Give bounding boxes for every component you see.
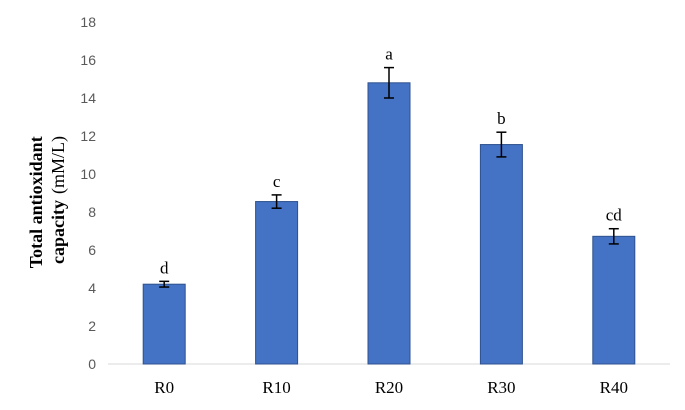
- error-bars: [159, 66, 619, 288]
- error-bar: [159, 280, 170, 288]
- data-label: c: [273, 172, 281, 191]
- y-axis-title: Total antioxidant capacity (mM/L): [26, 132, 69, 268]
- bar: [142, 283, 186, 365]
- y-tick-label: 16: [80, 52, 96, 68]
- x-tick-label: R40: [600, 378, 628, 397]
- x-tick-label: R30: [487, 378, 515, 397]
- x-axis-ticks: R0 R10 R20 R30 R40: [154, 378, 628, 397]
- y-tick-label: 6: [88, 242, 96, 258]
- error-bar: [496, 131, 507, 158]
- error-bar: [271, 194, 282, 209]
- y-tick-label: 2: [88, 318, 96, 334]
- x-tick-label: R20: [375, 378, 403, 397]
- error-bar: [608, 227, 619, 245]
- error-bar: [384, 66, 394, 99]
- x-tick-label: R10: [262, 378, 290, 397]
- data-label: a: [385, 45, 393, 64]
- y-axis-ticks: 0 2 4 6 8 10 12 14 16 18: [80, 14, 96, 372]
- y-axis-title-line1: Total antioxidant: [26, 136, 46, 268]
- data-label: b: [497, 109, 506, 128]
- y-tick-label: 8: [88, 204, 96, 220]
- y-axis-title-bold: capacity: [48, 200, 68, 264]
- data-label: d: [160, 258, 169, 277]
- y-axis-title-line2: capacity (mM/L): [48, 136, 69, 264]
- y-tick-label: 10: [80, 166, 96, 182]
- y-tick-label: 14: [80, 90, 96, 106]
- data-label: cd: [606, 206, 623, 225]
- bar: [255, 201, 299, 365]
- data-labels: d c a b cd: [160, 45, 622, 278]
- bar: [479, 144, 523, 365]
- y-tick-label: 0: [88, 356, 96, 372]
- y-tick-label: 18: [80, 14, 96, 30]
- y-axis-title-unit: (mM/L): [48, 136, 69, 194]
- bar: [367, 82, 411, 365]
- bars: [142, 82, 636, 365]
- x-tick-label: R0: [154, 378, 174, 397]
- bar: [592, 235, 636, 365]
- y-tick-label: 4: [88, 280, 96, 296]
- y-tick-label: 12: [80, 128, 96, 144]
